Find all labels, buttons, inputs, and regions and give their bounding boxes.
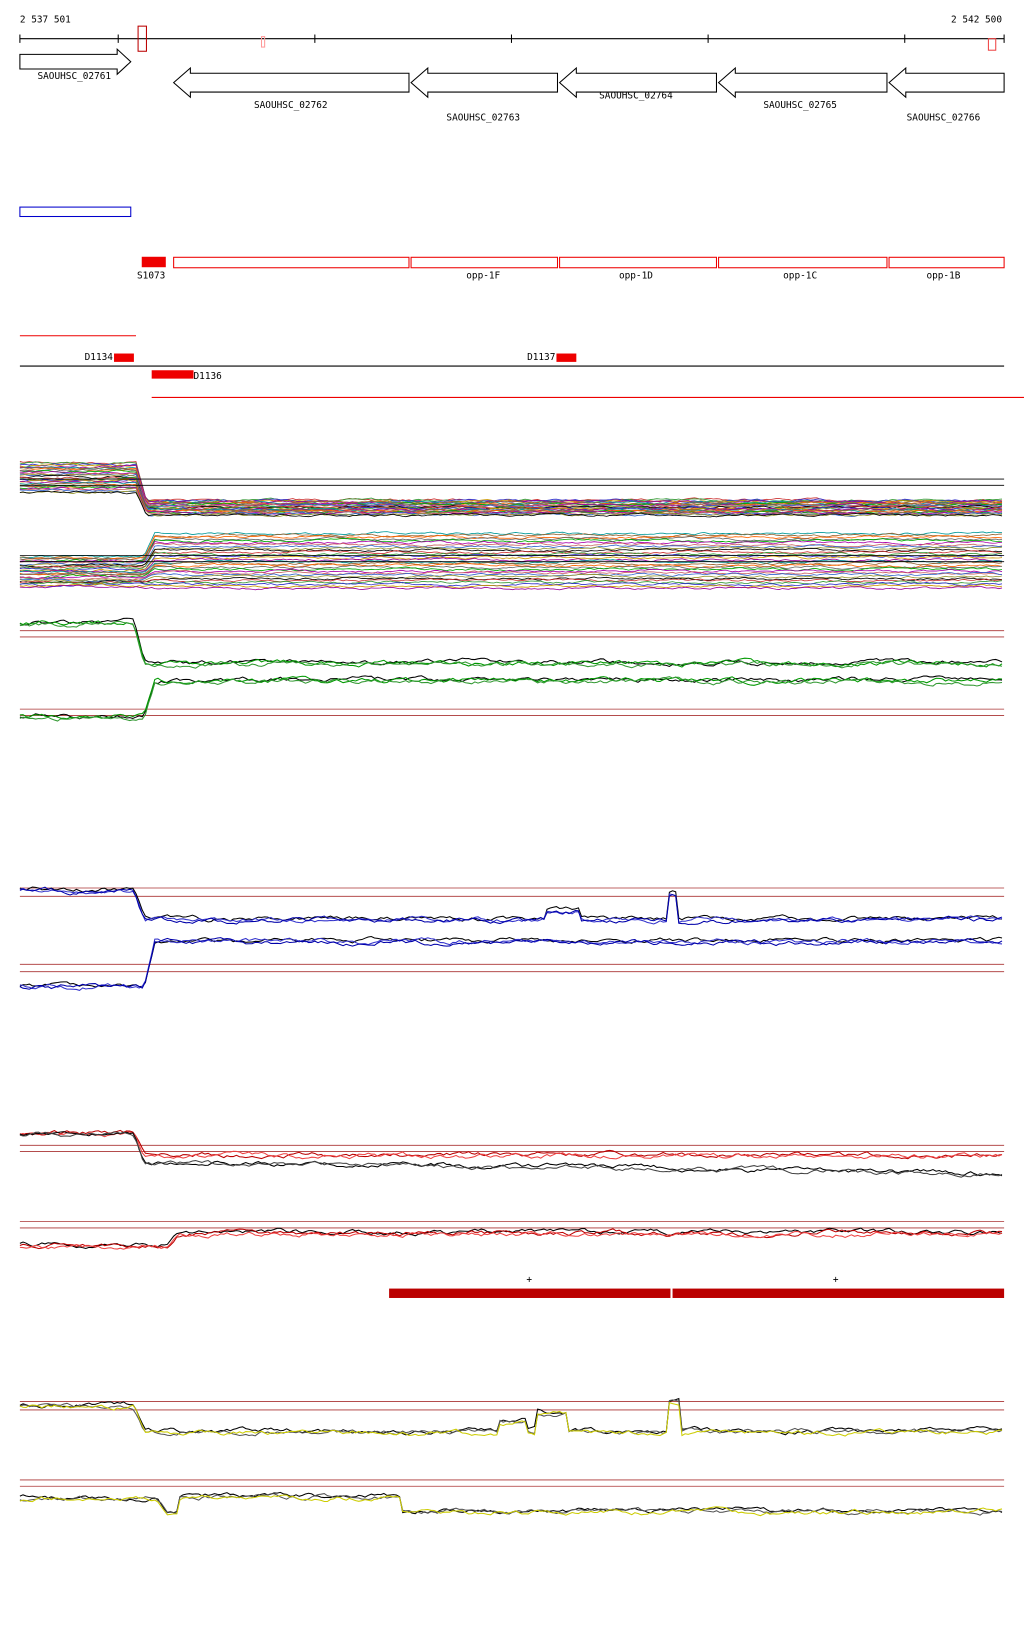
profile-line [19, 540, 1003, 564]
feature-label: opp-1B [926, 271, 960, 282]
profile-line [19, 488, 1003, 517]
profile-line [19, 937, 1003, 990]
profile-line [19, 886, 1003, 923]
profile-line [19, 544, 1003, 566]
features [19, 256, 1024, 398]
profile-line [19, 1227, 1003, 1250]
end-coord: 2 542 500 [951, 14, 1002, 25]
gene-label: SAOUHSC_02761 [37, 71, 111, 82]
feature-label: opp-1D [619, 271, 653, 282]
gene-label: SAOUHSC_02763 [446, 113, 520, 124]
start-coord: 2 537 501 [20, 14, 71, 25]
profile-line [19, 532, 1003, 560]
profile-line [19, 1131, 1003, 1178]
profile-line [19, 675, 1003, 720]
profile-line [19, 620, 1003, 668]
profile-line [19, 570, 1003, 581]
segment-label: D1134 [85, 352, 114, 363]
profile-line [19, 461, 1003, 503]
profile-line [19, 534, 1003, 561]
profile-line [19, 620, 1003, 669]
feature-label: S1073 [137, 271, 165, 282]
strand-label: + [526, 1275, 532, 1286]
profile-line [19, 483, 1003, 514]
profile-line [19, 935, 1003, 988]
profile-line [19, 584, 1003, 591]
gene-label: SAOUHSC_02765 [763, 100, 837, 111]
profile-line [19, 573, 1003, 583]
feature-label: opp-1F [466, 271, 500, 282]
gene-label: SAOUHSC_02764 [599, 91, 673, 102]
profile-line [19, 1399, 1003, 1437]
gene-arrows [19, 47, 1005, 99]
profile-line [19, 479, 1003, 511]
profile-line [19, 583, 1003, 589]
profile-line [19, 490, 1003, 518]
profile-line [19, 1228, 1003, 1250]
feature-box [19, 206, 132, 218]
profile-line [19, 886, 1003, 926]
profile-line [19, 1493, 1003, 1516]
profile-line [19, 545, 1003, 567]
profile-line [19, 1131, 1003, 1160]
profile-line [19, 675, 1003, 720]
profile-line [19, 617, 1003, 668]
gene-label: SAOUHSC_02766 [907, 113, 981, 124]
profile-line [19, 464, 1003, 505]
expression-tracks [19, 461, 1005, 1517]
gene-label: SAOUHSC_02762 [254, 100, 328, 111]
profile-line [19, 474, 1003, 510]
feature-label: opp-1C [783, 271, 817, 282]
profile-line [19, 486, 1003, 516]
profile-line [19, 482, 1003, 514]
profile-line [19, 563, 1003, 577]
profile-line [19, 531, 1003, 559]
profile-line [19, 463, 1003, 504]
segment-label: D1137 [527, 352, 555, 363]
ruler [19, 25, 1005, 52]
profile-line [19, 547, 1003, 568]
profile-line [19, 676, 1003, 722]
profile-line [19, 536, 1003, 561]
segments [114, 353, 577, 379]
profile-line [19, 551, 1003, 571]
profile-line [19, 1230, 1003, 1250]
profile-line [19, 557, 1003, 574]
profile-line [19, 463, 1003, 504]
profile-line [19, 1494, 1003, 1517]
profile-line [19, 937, 1003, 991]
strand-bar [389, 1288, 1005, 1298]
profile-line [19, 461, 1003, 504]
strand-label: + [833, 1275, 839, 1286]
profile-line [19, 550, 1003, 569]
profile-line [19, 887, 1003, 925]
profile-line [19, 1401, 1003, 1437]
profile-line [19, 572, 1003, 582]
profile-line [19, 1129, 1003, 1160]
profile-line [19, 1491, 1003, 1515]
profile-line [19, 576, 1003, 584]
segment-label: D1136 [194, 371, 223, 382]
profile-line [19, 555, 1003, 573]
profile-line [19, 568, 1003, 579]
profile-line [19, 581, 1003, 587]
